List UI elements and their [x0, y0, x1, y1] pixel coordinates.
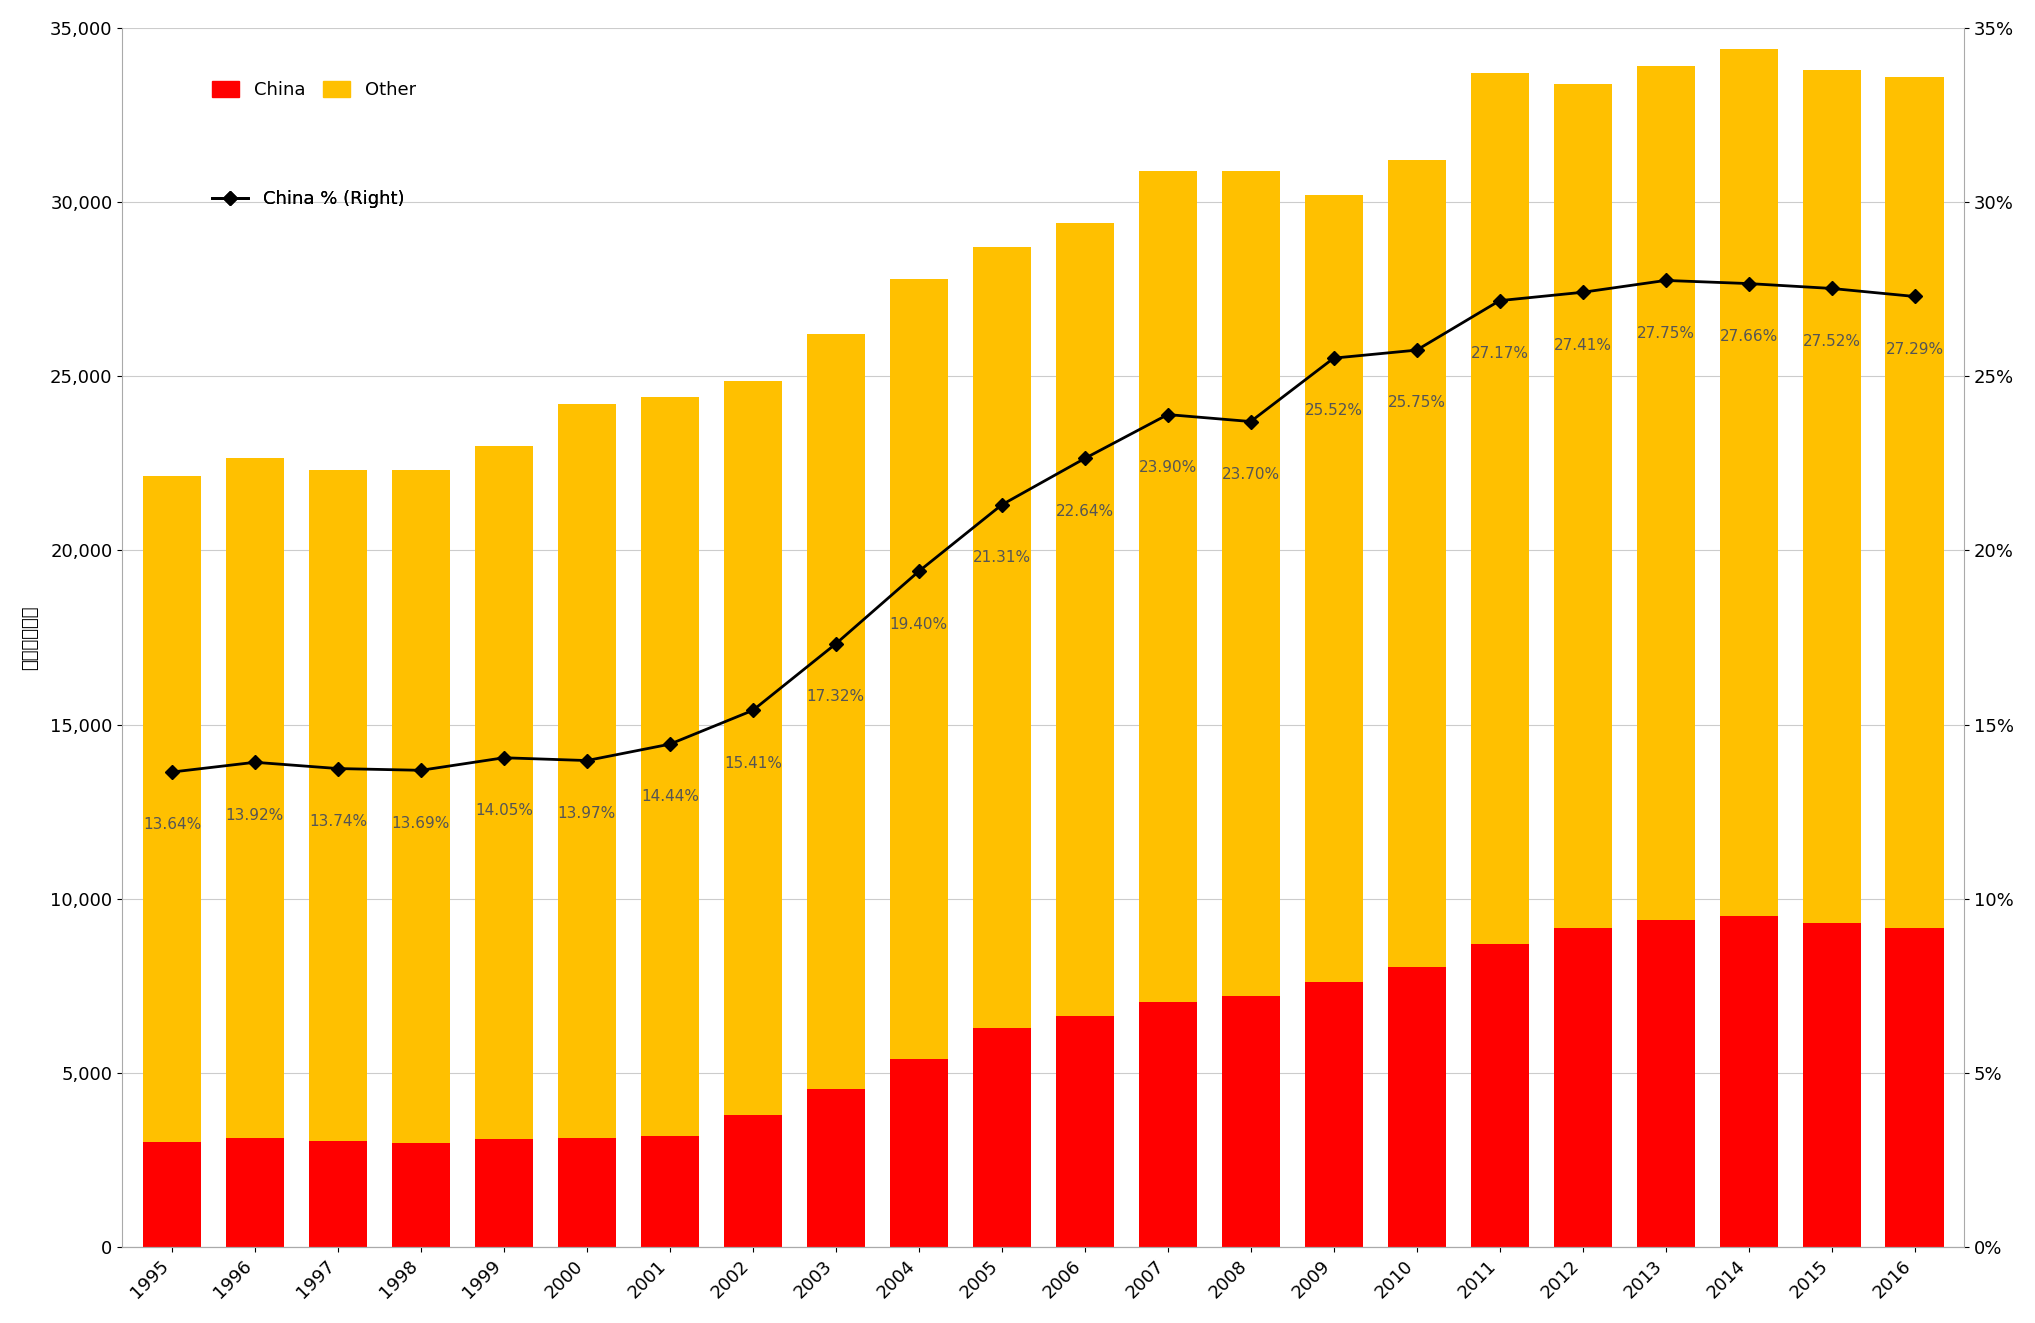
Text: 15.41%: 15.41% [724, 755, 781, 771]
Bar [973, 247, 1032, 1028]
Bar [724, 1115, 781, 1248]
Bar [1886, 77, 1943, 929]
Bar [1471, 73, 1528, 945]
Text: 13.92%: 13.92% [226, 807, 285, 823]
Text: 23.90%: 23.90% [1140, 460, 1197, 475]
Text: 25.52%: 25.52% [1304, 404, 1363, 418]
Bar [1886, 929, 1943, 1248]
Bar [973, 1028, 1032, 1248]
Bar [1471, 945, 1528, 1248]
Bar [1388, 967, 1445, 1248]
Bar [1140, 171, 1197, 1002]
Bar [1636, 66, 1695, 919]
Bar [226, 458, 285, 1138]
Bar [1720, 917, 1779, 1248]
Bar [1056, 1016, 1113, 1248]
Bar [309, 470, 366, 1140]
Text: 13.74%: 13.74% [309, 814, 366, 828]
Text: 13.97%: 13.97% [558, 806, 617, 820]
Bar [806, 1089, 865, 1248]
Bar [142, 475, 201, 1142]
Text: 13.69%: 13.69% [391, 815, 450, 831]
Bar [1388, 160, 1445, 967]
Bar [806, 335, 865, 1089]
Bar [641, 1135, 698, 1248]
Text: 27.29%: 27.29% [1886, 341, 1943, 357]
Text: 19.40%: 19.40% [889, 617, 948, 631]
Text: 14.05%: 14.05% [474, 803, 533, 818]
Y-axis label: （百万トン）: （百万トン） [20, 606, 39, 669]
Bar [142, 1142, 201, 1248]
Text: 17.32%: 17.32% [806, 689, 865, 704]
Bar [474, 1139, 533, 1248]
Bar [1636, 919, 1695, 1248]
Bar [1304, 983, 1363, 1248]
Bar [474, 446, 533, 1139]
Bar [724, 381, 781, 1115]
Bar [1304, 194, 1363, 983]
Text: 23.70%: 23.70% [1221, 467, 1280, 482]
Bar [309, 1140, 366, 1248]
Bar [1553, 83, 1612, 929]
Bar [558, 404, 617, 1138]
Bar [1553, 929, 1612, 1248]
Text: 13.64%: 13.64% [142, 818, 201, 832]
Text: 27.66%: 27.66% [1720, 329, 1779, 344]
Bar [558, 1138, 617, 1248]
Text: 27.41%: 27.41% [1553, 337, 1612, 352]
Bar [1803, 923, 1860, 1248]
Bar [889, 279, 948, 1060]
Bar [393, 1143, 450, 1248]
Bar [226, 1138, 285, 1248]
Bar [393, 470, 450, 1143]
Text: 27.75%: 27.75% [1636, 325, 1695, 341]
Bar [1720, 49, 1779, 917]
Text: 22.64%: 22.64% [1056, 504, 1113, 519]
Text: 27.17%: 27.17% [1471, 345, 1528, 361]
Bar [1221, 171, 1280, 996]
Bar [1803, 70, 1860, 923]
Bar [1056, 224, 1113, 1016]
Bar [641, 397, 698, 1135]
Bar [889, 1060, 948, 1248]
Text: 27.52%: 27.52% [1803, 333, 1860, 349]
Legend: China % (Right): China % (Right) [206, 183, 411, 216]
Text: 14.44%: 14.44% [641, 790, 698, 804]
Bar [1221, 996, 1280, 1248]
Text: 25.75%: 25.75% [1388, 396, 1445, 410]
Bar [1140, 1002, 1197, 1248]
Text: 21.31%: 21.31% [973, 550, 1032, 565]
